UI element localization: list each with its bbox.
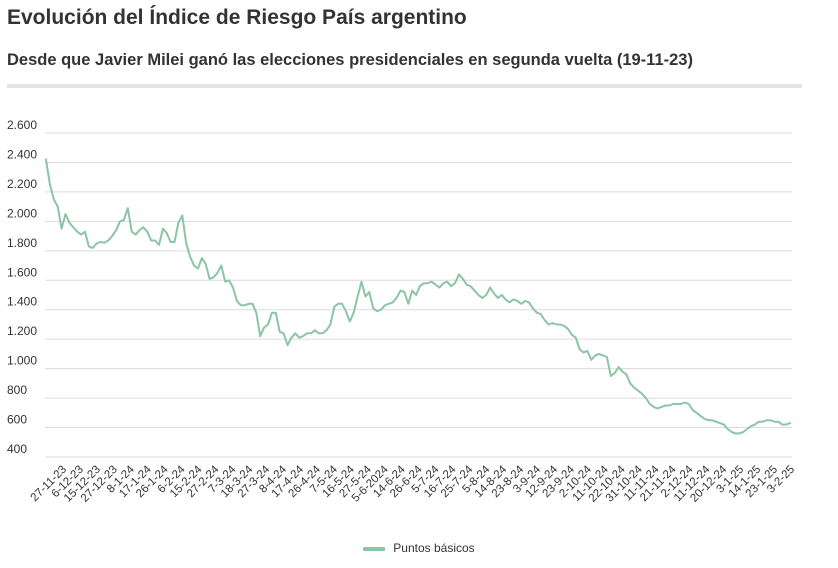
- header-divider: [7, 84, 802, 88]
- y-tick-label: 2.600: [7, 118, 37, 132]
- y-tick-label: 1.800: [7, 236, 37, 250]
- y-tick-label: 600: [7, 413, 27, 427]
- series-layer: [45, 158, 791, 435]
- legend-label: Puntos básicos: [393, 541, 475, 555]
- legend-swatch: [363, 546, 386, 551]
- series-line-puntos-basicos: [45, 158, 791, 435]
- y-tick-label: 2.400: [7, 147, 37, 161]
- chart-title: Evolución del Índice de Riesgo País arge…: [7, 6, 467, 29]
- y-tick-label: 1.600: [7, 265, 37, 279]
- y-tick-label: 400: [7, 442, 27, 456]
- y-tick-label: 1.000: [7, 354, 37, 368]
- y-tick-label: 1.400: [7, 295, 37, 309]
- legend: Puntos básicos: [0, 541, 838, 555]
- grid-lines: [45, 132, 792, 458]
- y-tick-label: 1.200: [7, 324, 37, 338]
- y-tick-label: 2.200: [7, 177, 37, 191]
- y-tick-label: 2.000: [7, 206, 37, 220]
- chart-subtitle: Desde que Javier Milei ganó las eleccion…: [7, 51, 693, 69]
- y-tick-label: 800: [7, 383, 27, 397]
- x-axis-labels: 27-11-236-12-2315-12-2327-12-238-1-2417-…: [29, 463, 797, 504]
- y-axis-labels: 2.600 2.400 2.200 2.000 1.800 1.600 1.400 1.200…: [7, 118, 37, 456]
